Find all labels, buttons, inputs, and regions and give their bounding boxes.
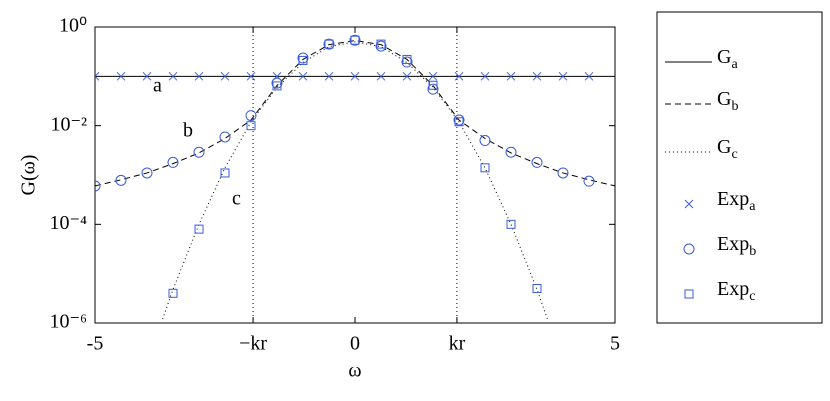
- y-tick-label: 10⁰: [59, 15, 87, 37]
- series-line: [162, 41, 548, 320]
- circle-marker: [141, 167, 153, 179]
- x-marker: [684, 199, 694, 209]
- x-marker: [116, 71, 126, 81]
- y-tick-label: 10⁻⁶: [49, 311, 87, 333]
- plot-frame: [94, 26, 616, 324]
- x-marker: [454, 71, 464, 81]
- circle-marker: [401, 56, 413, 68]
- square-marker: [506, 219, 516, 229]
- circle-marker: [505, 146, 517, 158]
- circle-marker: [557, 167, 569, 179]
- x-marker: [558, 71, 568, 81]
- square-marker: [220, 168, 230, 178]
- legend-label: Expc: [717, 278, 755, 305]
- circle-marker: [95, 180, 101, 192]
- legend-label: Expb: [717, 233, 756, 260]
- x-marker: [506, 71, 516, 81]
- square-marker: [194, 224, 204, 234]
- square-marker: [246, 121, 256, 131]
- circle-marker: [583, 175, 595, 187]
- x-tick-label: −kr: [239, 333, 267, 355]
- circle-marker: [245, 110, 257, 122]
- legend-label: Ga: [717, 46, 738, 73]
- circle-marker: [271, 77, 283, 89]
- x-marker: [584, 71, 594, 81]
- x-tick-label: 5: [610, 333, 620, 355]
- circle-marker: [297, 52, 309, 64]
- square-marker: [532, 284, 542, 294]
- square-marker: [324, 39, 334, 49]
- y-tick-label: 10⁻⁴: [49, 212, 87, 234]
- legend-label: Gc: [717, 136, 738, 163]
- annotation: a: [153, 75, 162, 97]
- square-marker: [298, 55, 308, 65]
- x-marker: [220, 71, 230, 81]
- square-marker: [454, 117, 464, 127]
- x-marker: [480, 71, 490, 81]
- x-marker: [532, 71, 542, 81]
- x-tick-label: kr: [449, 333, 466, 355]
- x-marker: [324, 71, 334, 81]
- x-marker: [246, 71, 256, 81]
- circle-marker: [531, 156, 543, 168]
- circle-marker: [479, 135, 491, 147]
- series-line: [95, 40, 615, 187]
- legend-label: Expa: [717, 188, 756, 215]
- x-marker: [168, 71, 178, 81]
- circle-marker: [219, 131, 231, 143]
- x-tick-label: -5: [87, 333, 104, 355]
- x-marker: [402, 71, 412, 81]
- square-marker: [168, 288, 178, 298]
- circle-marker: [427, 83, 439, 95]
- circle-marker: [683, 243, 695, 255]
- square-marker: [684, 289, 694, 299]
- circle-marker: [349, 34, 361, 46]
- x-tick-label: 0: [350, 333, 360, 355]
- x-marker: [350, 71, 360, 81]
- square-marker: [402, 54, 412, 64]
- square-marker: [428, 80, 438, 90]
- legend-box: [656, 11, 823, 324]
- circle-marker: [193, 146, 205, 158]
- x-marker: [194, 71, 204, 81]
- square-marker: [376, 39, 386, 49]
- circle-marker: [453, 114, 465, 126]
- square-marker: [350, 35, 360, 45]
- plot-area: [95, 34, 615, 320]
- y-tick-label: 10⁻²: [50, 113, 87, 135]
- x-marker: [142, 71, 152, 81]
- square-marker: [272, 81, 282, 91]
- annotation: b: [183, 120, 193, 142]
- y-axis-label: G(ω): [18, 155, 40, 196]
- circle-marker: [115, 174, 127, 186]
- x-marker: [376, 71, 386, 81]
- x-marker: [428, 71, 438, 81]
- x-axis-label: ω: [348, 360, 361, 382]
- x-marker: [95, 71, 100, 81]
- x-marker: [298, 71, 308, 81]
- square-marker: [480, 163, 490, 173]
- legend-label: Gb: [717, 88, 738, 115]
- circle-marker: [323, 38, 335, 50]
- circle-marker: [375, 40, 387, 52]
- annotation: c: [232, 188, 241, 210]
- circle-marker: [167, 156, 179, 168]
